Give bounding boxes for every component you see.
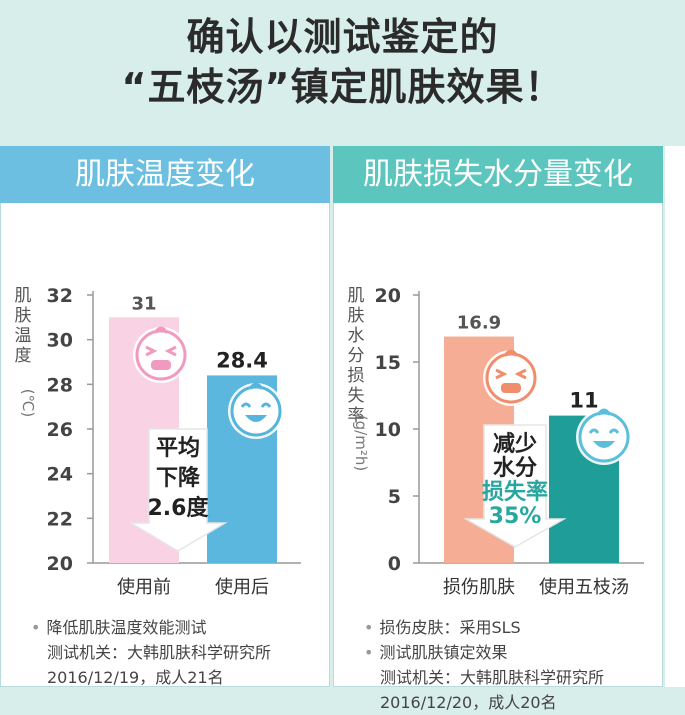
- y-axis-label-char: 肌: [348, 286, 365, 306]
- x-tick-label: 损伤肌肤: [443, 577, 515, 598]
- note-bullet-2: 测试肌肤镇定效果: [379, 643, 508, 662]
- happy-face-icon: [576, 408, 632, 465]
- y-tick-label: 15: [375, 352, 401, 374]
- test-notes: • 降低肌肤温度效能测试 测试机关：大韩肌肤科学研究所 2016/12/19，成人…: [31, 615, 271, 690]
- panel-title: 肌肤损失水分量变化: [333, 146, 663, 203]
- arrow-text-line: 下降: [156, 466, 201, 491]
- x-tick-label: 使用五枝汤: [539, 577, 629, 598]
- y-axis-label-char: 率: [348, 406, 365, 426]
- arrow-text-line: 35%: [489, 504, 542, 529]
- y-tick-label: 5: [388, 486, 401, 508]
- note-institution: 测试机关：大韩肌肤科学研究所: [47, 643, 272, 662]
- y-axis-label-char: 分: [348, 346, 365, 366]
- y-axis-label-char: 肤: [15, 306, 32, 326]
- bar-value-label: 11: [569, 389, 598, 413]
- y-axis-label-char: 失: [348, 386, 365, 406]
- y-axis-label-char: 度: [15, 346, 32, 366]
- y-axis-label-char: 水: [348, 326, 365, 346]
- arrow-text-line: 2.6度: [148, 495, 210, 521]
- note-date: 2016/12/20，成人20名: [380, 693, 557, 712]
- arrow-text-line: 损失率: [482, 479, 548, 505]
- arrow-text-line: 平均: [156, 435, 200, 461]
- headline-line-1: 确认以测试鉴定的: [186, 15, 499, 59]
- decrease-arrow: [128, 428, 228, 552]
- bar-value-label: 31: [131, 293, 156, 314]
- water-loss-panel: 肌肤损失水分量变化 肌肤水分损失率 (g/m²h) 0 5 10 15 20 16.9 损伤肌肤…: [333, 146, 663, 712]
- x-tick-label: 使用前: [117, 577, 171, 598]
- test-notes: • 损伤皮肤：采用SLS • 测试肌肤镇定效果 测试机关：大韩肌肤科学研究所 201…: [364, 615, 604, 715]
- x-tick-label: 使用后: [215, 577, 269, 598]
- bar-value-label: 28.4: [216, 348, 268, 372]
- y-tick-label: 24: [47, 464, 73, 486]
- note-bullet-1: 损伤皮肤：采用SLS: [379, 618, 521, 637]
- note-bullet: 降低肌肤温度效能测试: [46, 618, 207, 637]
- y-tick-label: 0: [388, 553, 401, 575]
- y-axis-label-char: 肤: [348, 306, 365, 326]
- bar-value-label: 16.9: [457, 313, 501, 334]
- arrow-text-line: 水分: [493, 456, 537, 481]
- y-axis-label-char: 温: [15, 326, 32, 346]
- y-tick-label: 32: [47, 285, 73, 307]
- infographic: 确认以测试鉴定的 “五枝汤”镇定肌肤效果！ 肌肤温度变化 肌肤温度 (℃) 20 22…: [0, 15, 685, 712]
- skin-temperature-panel: 肌肤温度变化 肌肤温度 (℃) 20 22 24 26 28 30 32 31 使用前 28.4 使用后…: [0, 146, 330, 687]
- happy-face-icon: [228, 382, 284, 439]
- right-margin: [665, 146, 685, 687]
- y-tick-label: 22: [47, 508, 73, 530]
- headline-line-2: “五枝汤”镇定肌肤效果！: [121, 65, 564, 109]
- y-tick-label: 30: [47, 330, 73, 352]
- y-tick-label: 28: [47, 374, 73, 396]
- y-tick-label: 10: [375, 419, 401, 441]
- y-axis-label-char: 损: [348, 366, 365, 386]
- panel-title: 肌肤温度变化: [0, 146, 330, 203]
- y-tick-label: 20: [47, 553, 73, 575]
- upset-face-icon: [483, 349, 539, 406]
- y-axis-label-char: 肌: [15, 286, 32, 306]
- note-institution: 测试机关：大韩肌肤科学研究所: [380, 668, 605, 687]
- upset-face-icon: [133, 326, 189, 383]
- note-date: 2016/12/19，成人21名: [47, 668, 224, 687]
- y-tick-label: 20: [375, 285, 401, 307]
- arrow-text-line: 减少: [493, 431, 537, 457]
- water-loss-chart: 肌肤水分损失率(g/m²h)0510152016.9损伤肌肤11使用五枝汤减少水…: [348, 285, 644, 598]
- y-axis-unit: (g/m²h): [352, 415, 370, 471]
- y-axis-unit: (℃): [19, 389, 37, 418]
- decrease-arrow: [463, 424, 567, 548]
- y-tick-label: 26: [47, 419, 73, 441]
